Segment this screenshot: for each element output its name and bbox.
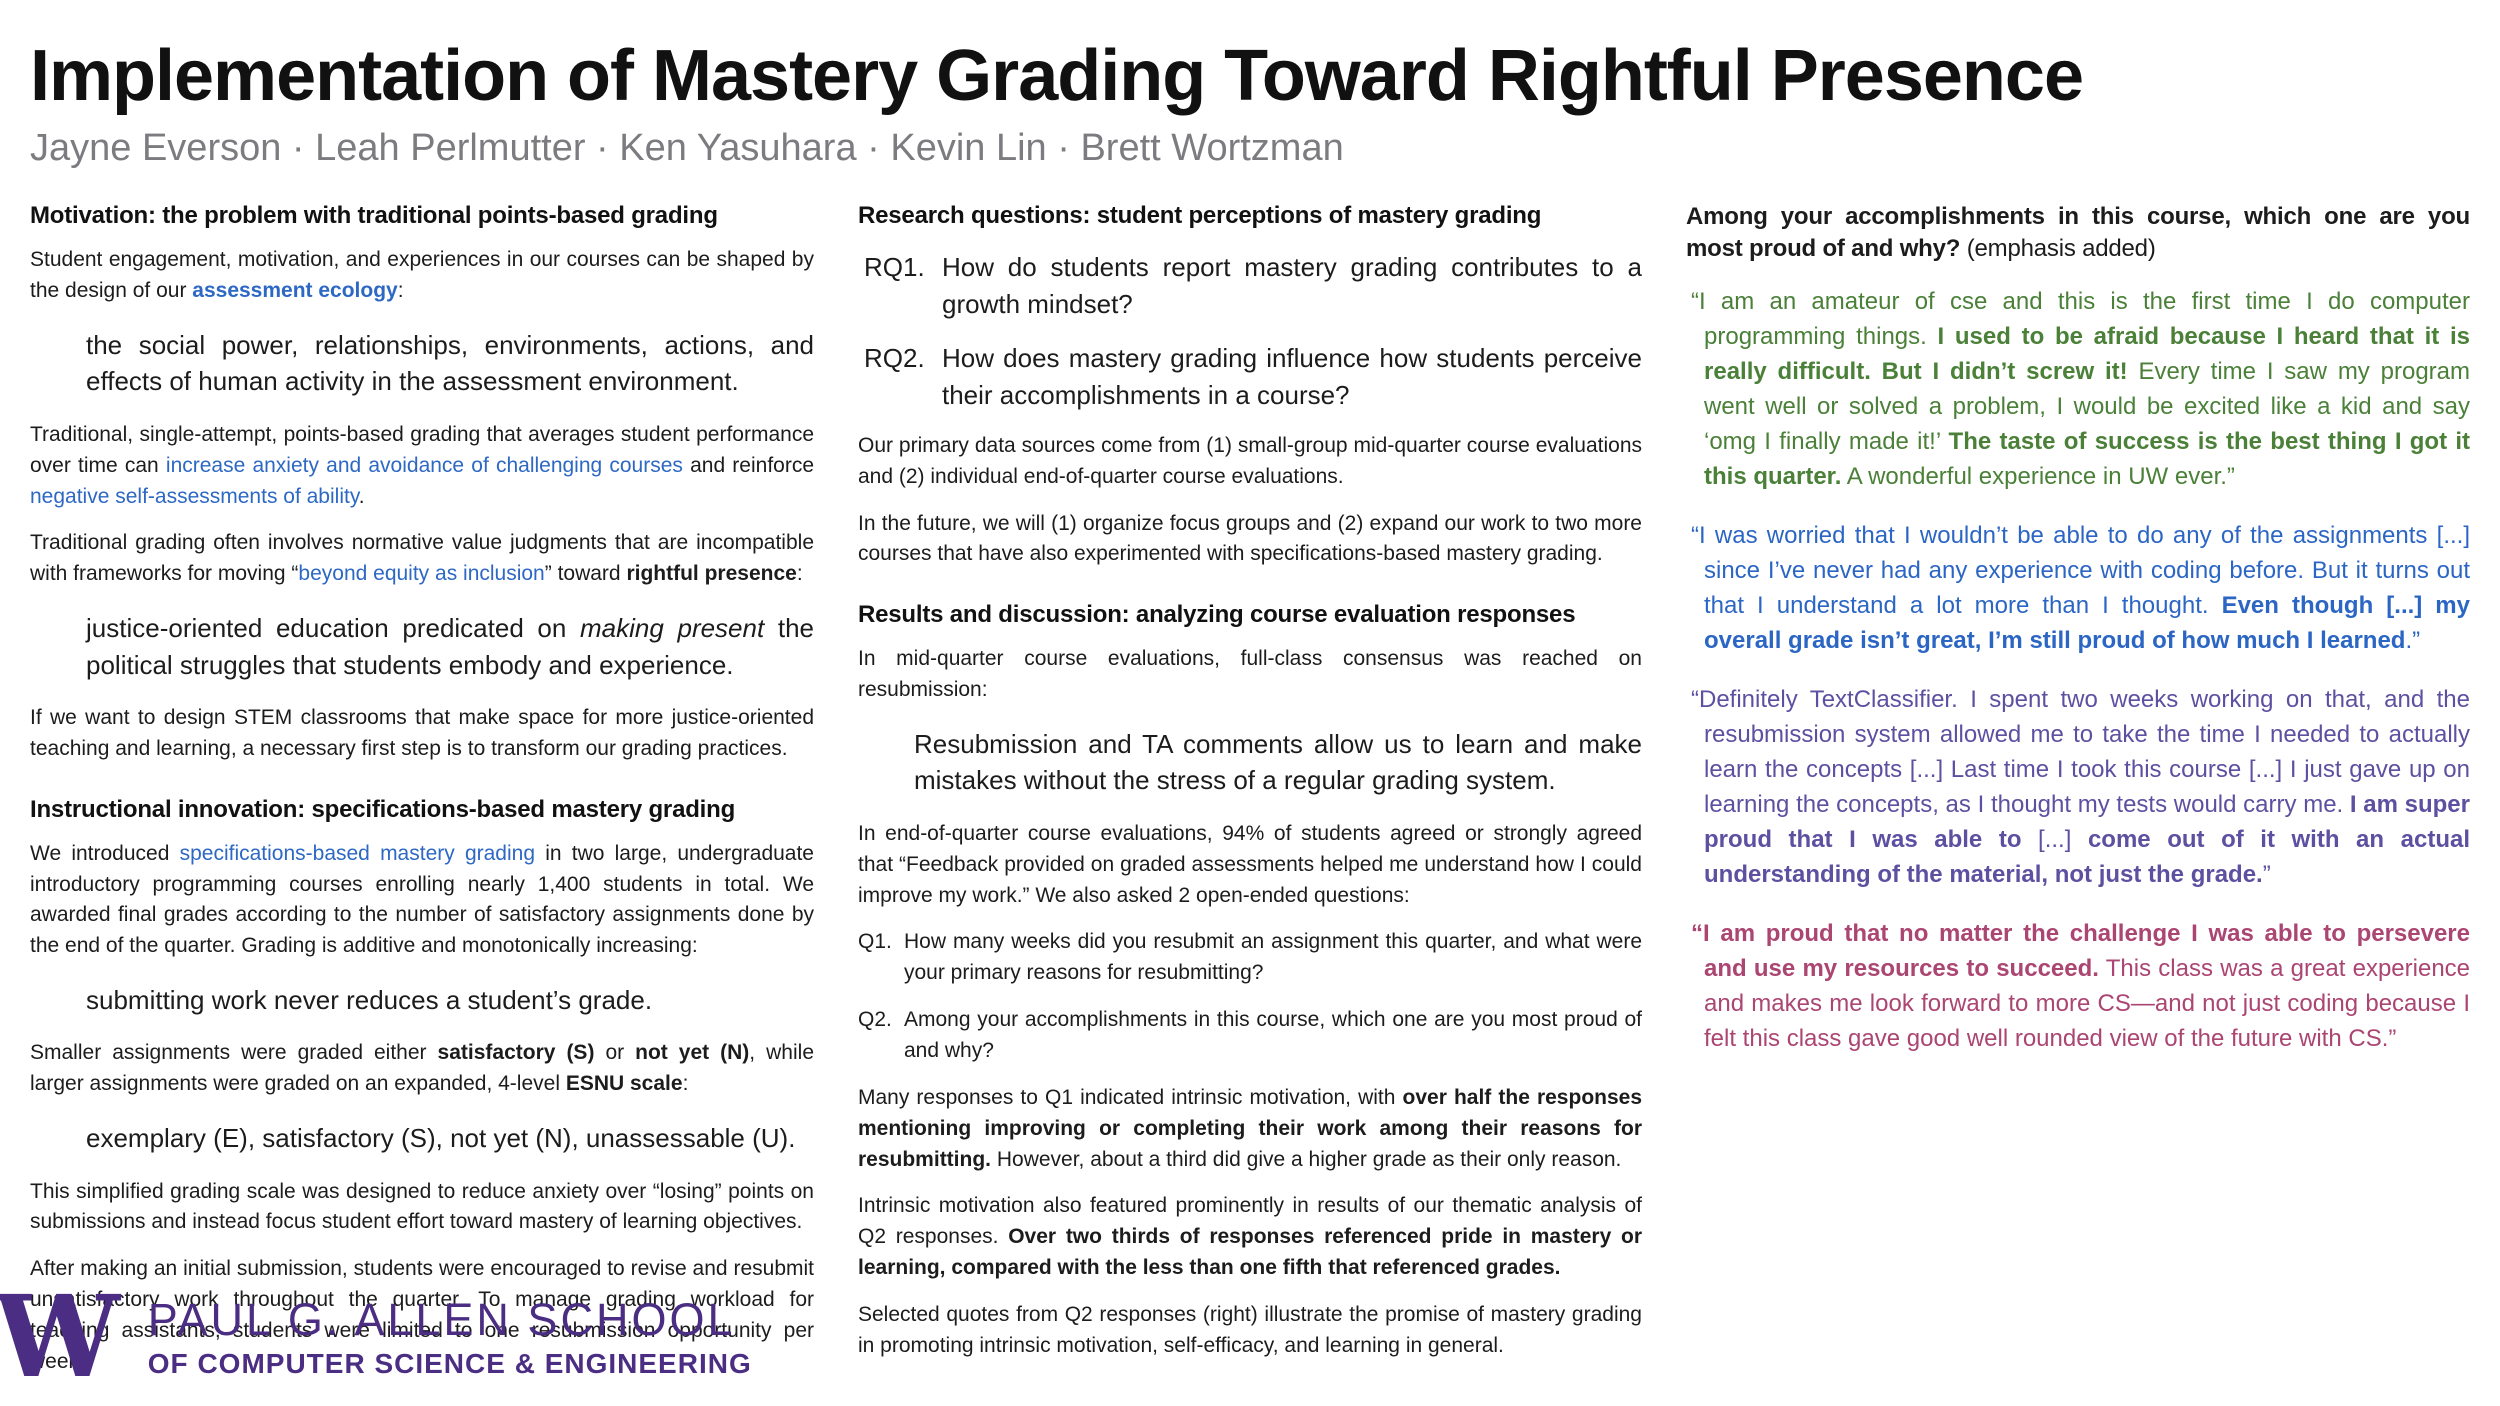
school-name: PAUL G. ALLEN SCHOOL: [147, 1293, 736, 1345]
pull-quote-rightful-presence: justice-oriented education predicated on…: [86, 613, 814, 680]
student-quote-green: “I am an amateur of cse and this is the …: [1691, 287, 2470, 490]
column-research-results: Research questions: student perceptions …: [858, 201, 1642, 1377]
rq1-label: RQ1.: [864, 252, 925, 283]
motivation-paragraph-4: If we want to design STEM classrooms tha…: [30, 705, 814, 760]
results-paragraph-3: Many responses to Q1 indicated intrinsic…: [858, 1085, 1643, 1171]
research-question-2: RQ2. How does mastery grading influence …: [864, 340, 1642, 413]
school-name-block: PAUL G. ALLEN SCHOOL OF COMPUTER SCIENCE…: [147, 1293, 752, 1381]
pull-quote-resubmission: Resubmission and TA comments allow us to…: [914, 729, 1642, 796]
innovation-paragraph-1: We introduced specifications-based maste…: [30, 841, 814, 958]
column-motivation: Motivation: the problem with traditional…: [30, 201, 814, 1393]
student-quote-purple: “Definitely TextClassifier. I spent two …: [1691, 686, 2470, 889]
research-paragraph-1: Our primary data sources come from (1) s…: [858, 433, 1642, 488]
school-subtitle: OF COMPUTER SCIENCE & ENGINEERING: [147, 1347, 752, 1379]
research-paragraph-2: In the future, we will (1) organize focu…: [858, 511, 1642, 566]
q2-label: Q2.: [858, 1008, 892, 1032]
pull-quote-never-reduces: submitting work never reduces a student’…: [86, 985, 653, 1016]
open-question-2: Q2. Among your accomplishments in this c…: [858, 1005, 1642, 1067]
heading-results-discussion: Results and discussion: analyzing course…: [858, 601, 1576, 629]
results-paragraph-5: Selected quotes from Q2 responses (right…: [858, 1303, 1642, 1357]
innovation-paragraph-2: Smaller assignments were graded either s…: [30, 1041, 814, 1096]
heading-motivation: Motivation: the problem with traditional…: [30, 202, 718, 230]
poster-footer: W PAUL G. ALLEN SCHOOL OF COMPUTER SCIEN…: [0, 1272, 752, 1404]
poster-authors: Jayne Everson · Leah Perlmutter · Ken Ya…: [30, 126, 1344, 169]
poster-header: Implementation of Mastery Grading Toward…: [0, 0, 2500, 171]
student-quote-blue: “I was worried that I wouldn’t be able t…: [1691, 521, 2470, 654]
motivation-paragraph-2: Traditional, single-attempt, points-base…: [30, 422, 815, 508]
poster-title: Implementation of Mastery Grading Toward…: [30, 36, 2084, 116]
rq1-text: How do students report mastery grading c…: [942, 252, 1642, 319]
heading-instructional-innovation: Instructional innovation: specifications…: [30, 795, 736, 823]
pull-quote-assessment-ecology: the social power, relationships, environ…: [86, 330, 814, 397]
results-paragraph-2: In end-of-quarter course evaluations, 94…: [858, 821, 1642, 907]
heading-research-questions: Research questions: student perceptions …: [858, 202, 1542, 230]
results-paragraph-1: In mid-quarter course evaluations, full-…: [858, 647, 1642, 702]
research-question-1: RQ1. How do students report mastery grad…: [864, 249, 1642, 322]
pull-quote-esnu: exemplary (E), satisfactory (S), not yet…: [86, 1123, 796, 1154]
innovation-paragraph-4: After making an initial submission, stud…: [30, 1257, 814, 1373]
heading-student-quotes: Among your accomplishments in this cours…: [1686, 203, 2470, 262]
rq2-text: How does mastery grading influence how s…: [942, 343, 1642, 410]
rq2-label: RQ2.: [864, 343, 925, 374]
uw-logo: W: [0, 1272, 120, 1404]
results-paragraph-4: Intrinsic motivation also featured promi…: [858, 1194, 1643, 1280]
column-student-quotes: Among your accomplishments in this cours…: [1686, 201, 2470, 1080]
q2-text: Among your accomplishments in this cours…: [904, 1008, 1642, 1062]
q1-text: How many weeks did you resubmit an assig…: [904, 930, 1642, 985]
motivation-paragraph-1: Student engagement, motivation, and expe…: [30, 248, 814, 303]
motivation-paragraph-3: Traditional grading often involves norma…: [30, 531, 814, 586]
q1-label: Q1.: [858, 930, 892, 954]
innovation-paragraph-3: This simplified grading scale was design…: [30, 1179, 814, 1234]
poster-columns: Motivation: the problem with traditional…: [0, 171, 2500, 1393]
open-question-1: Q1. How many weeks did you resubmit an a…: [858, 927, 1642, 989]
student-quote-maroon: “I am proud that no matter the challenge…: [1691, 920, 2471, 1053]
